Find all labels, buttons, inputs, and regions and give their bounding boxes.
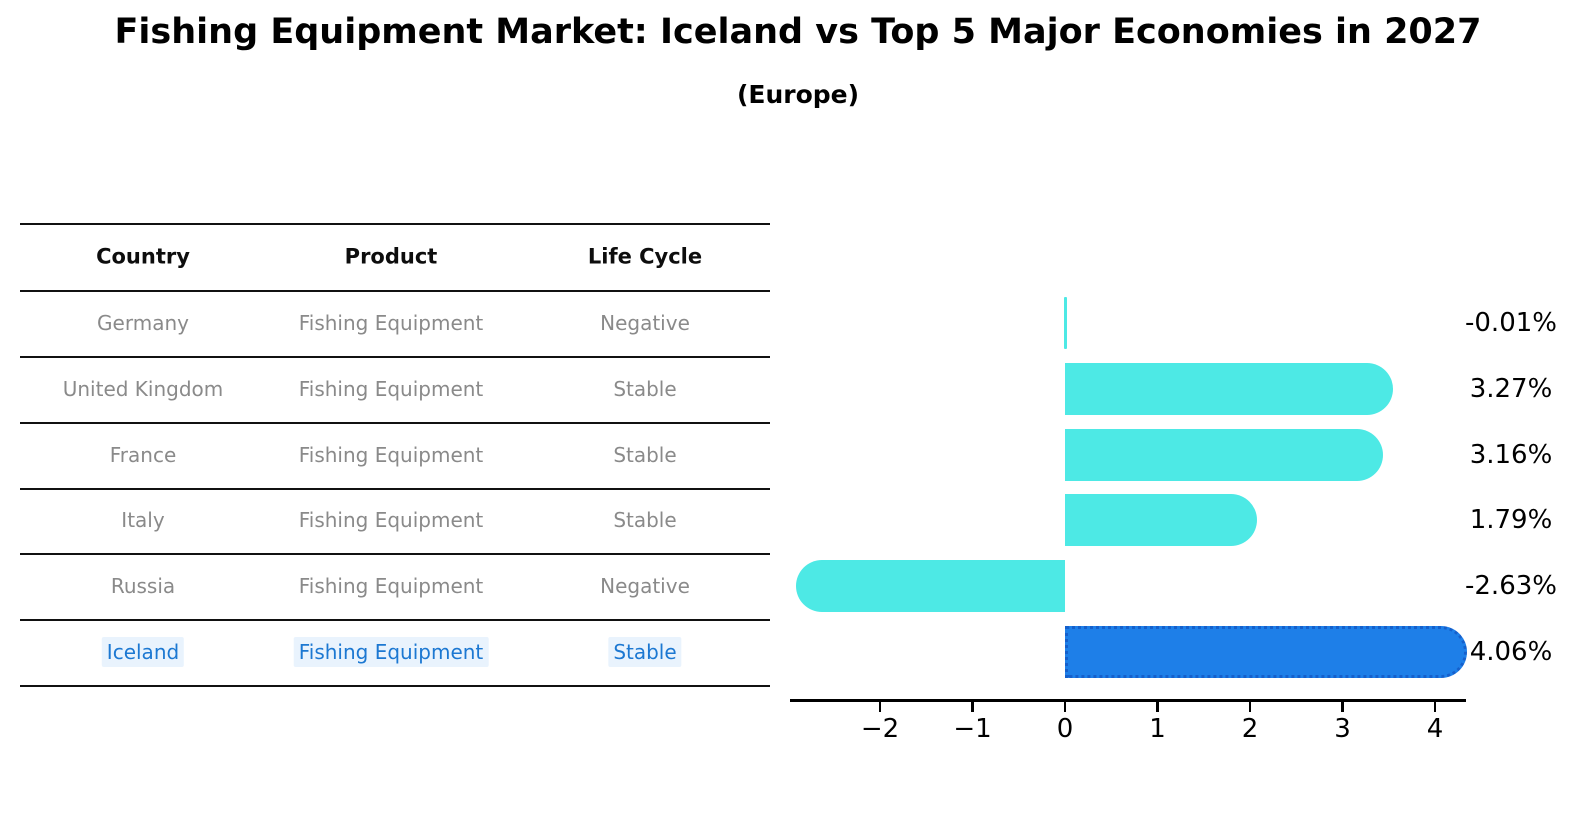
table-cell-country: Russia <box>110 574 176 599</box>
table-cell-product: Fishing Equipment <box>293 637 489 668</box>
chart-title: Fishing Equipment Market: Iceland vs Top… <box>114 12 1482 52</box>
table-rule <box>20 685 770 687</box>
bar-value-label: 3.16% <box>1469 439 1553 470</box>
table-cell-country: Germany <box>97 310 189 335</box>
table-cell-product: Fishing Equipment <box>298 574 484 599</box>
chart-subtitle: (Europe) <box>736 80 860 109</box>
table-cell-product: Fishing Equipment <box>298 376 484 401</box>
bar-france <box>1065 428 1384 481</box>
table-cell-life-cycle: Stable <box>613 442 677 467</box>
x-axis-line <box>790 698 1467 702</box>
table-header-product: Product <box>344 244 438 268</box>
table-header-life-cycle: Life Cycle <box>587 244 703 268</box>
table-cell-life-cycle: Negative <box>600 574 690 599</box>
table-cell-product: Fishing Equipment <box>298 442 484 467</box>
table-header-country: Country <box>96 244 190 268</box>
table-rule <box>20 421 770 424</box>
table-rule <box>20 355 770 358</box>
x-axis-tick-label: 2 <box>1241 714 1259 744</box>
x-axis-tick <box>971 701 974 712</box>
table-cell-country: United Kingdom <box>62 376 224 401</box>
table-rule <box>20 487 770 490</box>
bar-value-label: 4.06% <box>1469 637 1553 668</box>
x-axis-tick-label: −2 <box>860 714 900 744</box>
table-cell-country: France <box>109 442 177 467</box>
x-axis-tick-label: 1 <box>1149 714 1166 744</box>
table-cell-country: Iceland <box>101 637 185 668</box>
bar-value-label: -0.01% <box>1465 307 1557 338</box>
table-rule <box>20 290 770 292</box>
table-rule <box>20 553 770 556</box>
bar-value-label: 1.79% <box>1469 505 1553 536</box>
bar-united-kingdom <box>1065 362 1394 415</box>
table-cell-life-cycle: Stable <box>608 637 682 668</box>
x-axis-tick-label: 4 <box>1426 714 1444 744</box>
table-rule <box>20 223 770 225</box>
x-axis-tick-label: −1 <box>953 714 992 744</box>
table-cell-country: Italy <box>121 508 165 533</box>
x-axis-tick <box>878 701 882 712</box>
x-axis-tick <box>1341 701 1344 712</box>
bar-russia <box>795 560 1065 613</box>
bar-value-label: 3.27% <box>1469 373 1553 404</box>
x-axis-tick <box>1156 701 1159 712</box>
bar-iceland <box>1065 626 1467 679</box>
table-cell-product: Fishing Equipment <box>298 310 484 335</box>
table-cell-product: Fishing Equipment <box>298 508 484 533</box>
x-axis-tick <box>1433 701 1437 712</box>
x-axis-tick <box>1063 701 1067 712</box>
x-axis-tick <box>1248 701 1252 712</box>
table-cell-life-cycle: Negative <box>600 310 690 335</box>
table-rule <box>20 619 770 622</box>
table-cell-life-cycle: Stable <box>613 508 677 533</box>
bar-germany <box>1063 296 1067 349</box>
bar-italy <box>1065 494 1257 547</box>
table-cell-life-cycle: Stable <box>613 376 677 401</box>
bar-value-label: -2.63% <box>1465 571 1557 602</box>
x-axis-tick-label: 0 <box>1056 714 1074 744</box>
x-axis-tick-label: 3 <box>1334 714 1351 744</box>
